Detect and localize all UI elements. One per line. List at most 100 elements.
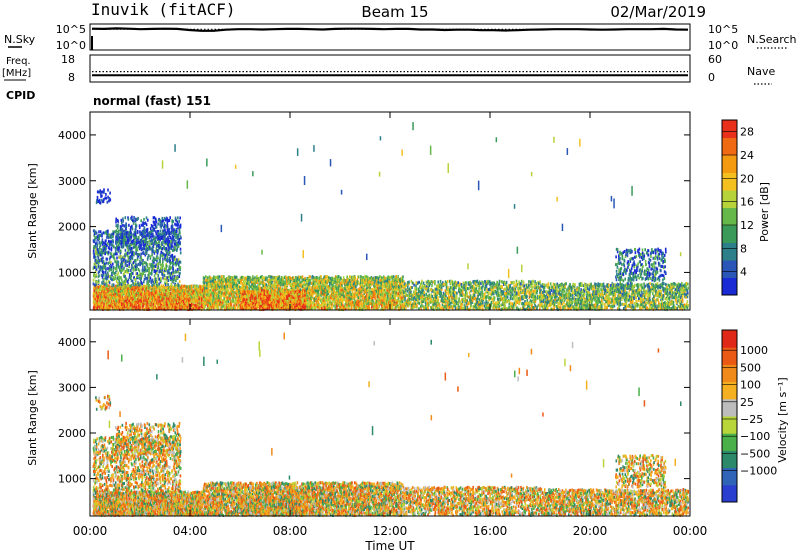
power-echo-cell (174, 216, 177, 220)
power-echo-cell (126, 300, 129, 304)
power-echo-cell (167, 250, 169, 254)
beam-title: Beam 15 (361, 3, 428, 21)
power-echo-cell (110, 275, 112, 279)
power-echo-cell (95, 269, 97, 273)
power-echo-cell (140, 244, 142, 248)
power-echo-cell (346, 290, 349, 294)
power-echo-cell (103, 266, 105, 269)
power-echo-cell (208, 288, 210, 292)
power-echo-cell (163, 222, 166, 226)
power-echo-cell (146, 303, 148, 307)
station-title: Inuvik (fitACF) (91, 0, 236, 19)
power-echo-cell (221, 299, 223, 303)
power-echo-cell (131, 291, 134, 295)
power-echo-cell (101, 259, 103, 263)
power-echo-cell (141, 247, 144, 251)
power-echo-cell (244, 279, 246, 283)
power-echo-cell (276, 276, 278, 280)
power-echo-cell (171, 256, 174, 260)
power-echo-cell (152, 297, 154, 301)
power-echo-cell (140, 248, 143, 252)
power-echo-cell (108, 281, 111, 285)
power-echo-cell (331, 297, 334, 301)
power-echo-cell (209, 304, 211, 308)
power-echo-cell (140, 252, 142, 256)
power-echo-cell (139, 272, 142, 276)
power-echo-cell (100, 284, 102, 288)
power-echo-cell (150, 247, 152, 251)
power-echo-cell (166, 258, 168, 262)
power-echo-cell (305, 294, 307, 298)
power-echo-cell (221, 281, 223, 285)
power-echo-cell (115, 252, 117, 256)
power-echo-cell (165, 263, 167, 267)
power-echo-cell (93, 274, 95, 278)
power-echo-cell (109, 255, 112, 259)
power-echo-cell (123, 274, 125, 278)
power-echo-cell (120, 218, 123, 222)
power-echo-cell (328, 290, 331, 294)
power-echo-cell (338, 300, 341, 304)
power-echo-cell (219, 294, 221, 298)
power-echo-cell (194, 285, 196, 289)
power-echo-cell (140, 274, 142, 278)
power-echo-cell (117, 263, 119, 267)
power-echo-cell (160, 254, 162, 258)
power-echo-cell (336, 279, 338, 283)
noise-tick-top-left: 10^5 (56, 23, 86, 36)
power-echo-cell (163, 303, 165, 307)
power-echo-cell (318, 285, 320, 289)
power-echo-cell (331, 285, 333, 289)
power-echo-cell (113, 230, 116, 234)
power-echo-cell (274, 287, 277, 291)
power-echo-cell (144, 268, 146, 271)
power-echo-cell (325, 280, 327, 284)
power-echo-cell (189, 284, 191, 288)
power-echo-cell (216, 298, 219, 302)
power-echo-cell (150, 280, 153, 284)
power-echo-cell (135, 248, 137, 252)
power-echo-cell (105, 284, 107, 288)
power-echo-cell (106, 275, 109, 279)
power-echo-cell (298, 277, 301, 281)
power-echo-cell (351, 302, 354, 306)
power-echo-cell (111, 296, 113, 300)
power-echo-cell (166, 229, 169, 232)
power-echo-cell (164, 302, 166, 306)
power-echo-cell (143, 277, 146, 281)
power-echo-cell (95, 231, 98, 235)
power-echo-cell (179, 266, 182, 270)
power-echo-cell (234, 278, 236, 282)
power-echo-cell (170, 271, 172, 275)
power-echo-cell (252, 275, 254, 279)
power-echo-cell (146, 237, 148, 241)
power-echo-cell (114, 246, 117, 250)
power-echo-cell (139, 300, 142, 304)
power-echo-cell (126, 239, 129, 243)
power-echo-cell (175, 293, 178, 297)
power-echo-cell (327, 285, 330, 288)
power-echo-cell (133, 276, 135, 280)
power-echo-cell (139, 245, 141, 249)
power-echo-cell (163, 297, 166, 301)
power-echo-cell (127, 306, 130, 310)
power-echo-cell (351, 299, 353, 302)
power-echo-cell (212, 297, 214, 301)
power-echo-cell (96, 280, 98, 284)
power-echo-cell (98, 274, 100, 278)
power-echo-cell (114, 271, 117, 275)
power-echo-cell (335, 287, 338, 291)
power-echo-cell (131, 256, 134, 260)
power-echo-cell (341, 281, 344, 284)
power-echo-cell (156, 283, 158, 287)
power-echo-cell (207, 276, 209, 280)
power-echo-cell (160, 284, 163, 288)
power-echo-cell (250, 278, 252, 282)
power-echo-cell (148, 276, 150, 280)
power-echo-cell (144, 253, 147, 257)
power-echo-cell (318, 295, 321, 299)
power-echo-cell (136, 253, 139, 256)
power-echo-cell (156, 259, 158, 263)
power-echo-cell (131, 224, 133, 228)
power-echo-cell (125, 239, 127, 243)
